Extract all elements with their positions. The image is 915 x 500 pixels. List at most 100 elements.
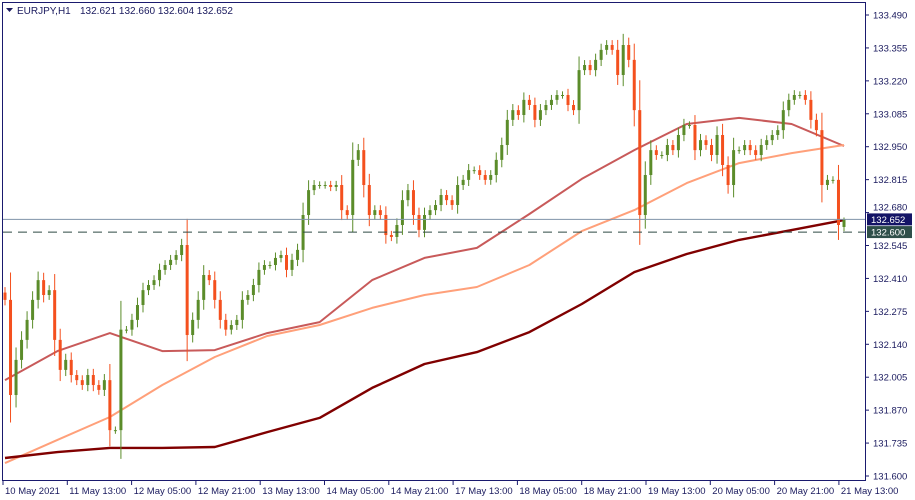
bearish-candle	[411, 180, 415, 225]
bullish-candle	[759, 138, 763, 162]
bullish-candle	[102, 374, 106, 396]
candle-body	[814, 119, 818, 131]
bullish-candle	[240, 291, 244, 329]
candle-body	[14, 359, 18, 396]
bearish-candle	[345, 205, 349, 220]
bearish-candle	[108, 363, 112, 447]
candle-body	[163, 265, 167, 270]
candle-body	[516, 110, 520, 116]
bearish-candle	[378, 205, 382, 220]
bearish-candle	[572, 100, 576, 116]
time-tick-label: 20 May 05:00	[712, 486, 770, 497]
candle-body	[798, 95, 802, 97]
candle-body	[671, 145, 675, 151]
bullish-candle	[395, 218, 399, 244]
level-price-label: 132.600	[871, 228, 905, 239]
bearish-candle	[207, 270, 211, 286]
bearish-candle	[533, 97, 537, 128]
bearish-candle	[285, 247, 289, 278]
bearish-candle	[389, 230, 393, 242]
candle-body	[544, 105, 548, 111]
symbol-timeframe: EURJPY,H1	[17, 6, 71, 17]
candle-body	[583, 65, 587, 71]
candle-body	[113, 430, 117, 432]
ohlc-readout: 132.621 132.660 132.604 132.652	[80, 6, 233, 17]
bearish-candle	[417, 207, 421, 238]
bearish-candle	[97, 380, 101, 395]
bullish-candle	[544, 100, 548, 116]
candle-body	[621, 45, 625, 76]
candle-body	[169, 259, 173, 266]
candle-body	[135, 305, 139, 320]
candle-body	[770, 135, 774, 141]
bearish-candle	[726, 156, 730, 194]
candle-body	[240, 299, 244, 320]
candle-body	[3, 292, 7, 300]
bearish-candle	[638, 80, 642, 245]
candle-body	[715, 135, 719, 156]
bullish-candle	[698, 133, 702, 157]
candle-body	[334, 185, 338, 187]
bullish-candle	[765, 135, 769, 150]
bullish-candle	[251, 278, 255, 302]
time-tick-label: 18 May 21:00	[584, 486, 642, 497]
price-axis[interactable]: 133.490 133.355 133.220 133.085 132.950 132.8…	[865, 11, 907, 483]
candle-body	[505, 119, 509, 146]
chart-frame	[2, 2, 866, 481]
bullish-candle	[467, 164, 471, 186]
candle-body	[665, 145, 669, 156]
candle-body	[704, 140, 708, 146]
price-tick-label: 132.815	[873, 175, 907, 186]
bullish-candle	[522, 92, 526, 123]
price-tick-label: 133.220	[873, 76, 907, 87]
bullish-candle	[196, 291, 200, 329]
bullish-candle	[776, 125, 780, 140]
price-tick-label: 132.410	[873, 274, 907, 285]
bearish-candle	[616, 39, 620, 85]
candle-body	[196, 299, 200, 320]
bearish-candle	[820, 112, 824, 203]
bearish-candle	[218, 291, 222, 329]
candle-body	[472, 170, 476, 172]
moving-average-line-3	[4, 218, 845, 460]
bearish-candle	[362, 137, 366, 198]
candle-body	[638, 110, 642, 216]
bullish-candle	[831, 176, 835, 184]
dropdown-triangle-icon[interactable]	[6, 8, 13, 12]
price-tick-label: 131.600	[873, 472, 907, 483]
chart-header[interactable]: EURJPY,H1 132.621 132.660 132.604 132.65…	[6, 6, 233, 17]
candle-body	[588, 65, 592, 71]
bearish-candle	[836, 164, 840, 240]
bullish-candle	[743, 140, 747, 156]
candle-body	[213, 280, 217, 300]
bullish-candle	[351, 142, 355, 233]
bearish-candle	[710, 138, 714, 162]
candle-body	[809, 99, 813, 120]
candle-body	[417, 215, 421, 230]
time-axis[interactable]: 10 May 2021 11 May 13:00 12 May 05:00 12 Ma…	[2, 481, 898, 497]
moving-averages	[4, 116, 845, 465]
candle-body	[820, 130, 824, 186]
bullish-candle	[152, 275, 156, 290]
candles	[3, 33, 846, 459]
candle-body	[411, 190, 415, 216]
bearish-candle	[803, 90, 807, 105]
bullish-candle	[158, 263, 162, 287]
bearish-candle	[91, 368, 95, 392]
bullish-candle	[621, 33, 625, 87]
candle-body	[130, 319, 134, 330]
bullish-candle	[715, 126, 719, 164]
candle-body	[522, 99, 526, 116]
candle-body	[191, 319, 195, 336]
price-tick-label: 132.275	[873, 307, 907, 318]
bearish-candle	[58, 328, 62, 382]
bullish-candle	[439, 188, 443, 212]
candle-body	[119, 329, 123, 431]
candle-body	[340, 185, 344, 211]
candle-body	[461, 179, 465, 186]
bearish-candle	[483, 170, 487, 185]
bearish-candle	[814, 113, 818, 137]
candle-body	[351, 159, 355, 216]
bullish-candle	[174, 250, 178, 265]
